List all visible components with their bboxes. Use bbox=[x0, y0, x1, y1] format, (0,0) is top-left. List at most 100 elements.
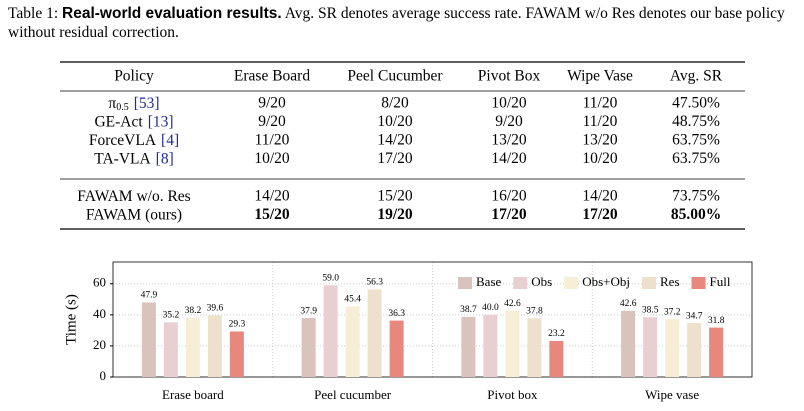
policy-cell: GE-Act [13] bbox=[94, 113, 173, 130]
policy-name: π bbox=[108, 95, 116, 112]
header-cell: Policy bbox=[114, 68, 154, 85]
caption-label: Table 1: bbox=[8, 5, 59, 22]
table-cell: 8/20 bbox=[381, 95, 409, 112]
legend-swatch bbox=[642, 277, 657, 289]
bar bbox=[505, 310, 520, 377]
bar bbox=[461, 316, 476, 377]
bar bbox=[527, 318, 542, 377]
citation: [53] bbox=[134, 95, 160, 112]
value-label: 42.6 bbox=[504, 299, 521, 309]
y-tick-label: 60 bbox=[93, 275, 106, 290]
table-cell: 63.75% bbox=[672, 132, 720, 149]
table-cell: 16/20 bbox=[491, 188, 527, 205]
policy-cell: TA-VLA [8] bbox=[94, 150, 174, 167]
y-axis-label: Time (s) bbox=[63, 294, 79, 345]
value-label: 37.8 bbox=[526, 306, 543, 316]
legend-label: Obs+Obj bbox=[582, 274, 630, 289]
bar bbox=[549, 340, 564, 377]
x-tick-label: Erase board bbox=[162, 387, 224, 402]
caption: Table 1: Real-world evaluation results. … bbox=[8, 4, 798, 42]
table-cell: 10/20 bbox=[582, 150, 618, 167]
table-cell: 11/20 bbox=[583, 113, 618, 130]
legend-swatch bbox=[458, 277, 472, 289]
legend-label: Obs bbox=[531, 274, 552, 289]
value-label: 37.2 bbox=[664, 307, 681, 317]
table-cell: 11/20 bbox=[583, 95, 618, 112]
citation: [8] bbox=[156, 150, 174, 167]
table-cell: 14/20 bbox=[254, 188, 290, 205]
table-cell: 14/20 bbox=[582, 188, 618, 205]
bar bbox=[687, 323, 702, 377]
bar bbox=[185, 317, 200, 377]
table-cell: 11/20 bbox=[255, 132, 290, 149]
value-label: 42.6 bbox=[620, 299, 637, 309]
bar bbox=[665, 319, 680, 377]
value-label: 37.9 bbox=[300, 306, 317, 316]
table-cell: 85.00% bbox=[671, 206, 721, 223]
bar bbox=[229, 331, 244, 377]
table-cell: 9/20 bbox=[495, 113, 523, 130]
y-tick-label: 40 bbox=[93, 306, 106, 321]
policy-subscript: 0.5 bbox=[116, 102, 129, 113]
value-label: 39.6 bbox=[207, 304, 224, 314]
header-cell: Peel Cucumber bbox=[347, 68, 443, 85]
x-tick-label: Pivot box bbox=[487, 387, 538, 402]
policy-cell: ForceVLA [4] bbox=[89, 132, 179, 149]
bar bbox=[709, 327, 724, 377]
bar bbox=[345, 306, 360, 377]
header-cell: Erase Board bbox=[234, 68, 310, 85]
bar bbox=[141, 302, 156, 377]
plot-frame bbox=[112, 261, 753, 378]
value-label: 38.2 bbox=[185, 306, 202, 316]
bar bbox=[389, 320, 404, 377]
value-label: 47.9 bbox=[141, 291, 158, 301]
table-cell: 10/20 bbox=[254, 150, 290, 167]
legend-label: Base bbox=[476, 274, 502, 289]
table-cell: 10/20 bbox=[491, 95, 527, 112]
header-cell: Wipe Vase bbox=[567, 68, 633, 85]
value-label: 38.5 bbox=[642, 305, 659, 315]
table-cell: 17/20 bbox=[377, 150, 413, 167]
bar bbox=[323, 285, 338, 377]
table-cell: 13/20 bbox=[582, 132, 618, 149]
value-label: 35.2 bbox=[163, 310, 180, 320]
policy-name: TA-VLA bbox=[94, 150, 151, 167]
caption-bold: Real-world evaluation results. bbox=[62, 5, 282, 22]
value-label: 45.4 bbox=[344, 295, 361, 305]
x-tick-label: Wipe vase bbox=[645, 387, 699, 402]
table-cell: 63.75% bbox=[672, 150, 720, 167]
table-cell: 17/20 bbox=[491, 206, 527, 223]
table-cell: 9/20 bbox=[258, 113, 286, 130]
caption-text: Avg. SR denotes average success rate. FA… bbox=[8, 5, 785, 41]
value-label: 34.7 bbox=[686, 311, 703, 321]
header-cell: Avg. SR bbox=[670, 68, 723, 85]
bar bbox=[367, 289, 382, 377]
policy-name: FAWAM (ours) bbox=[86, 206, 182, 223]
legend-label: Res bbox=[660, 274, 680, 289]
legend-label: Full bbox=[710, 274, 731, 289]
table-cell: 14/20 bbox=[377, 132, 413, 149]
value-label: 38.7 bbox=[460, 305, 477, 315]
policy-cell: FAWAM (ours) bbox=[86, 206, 182, 223]
y-tick-label: 0 bbox=[100, 368, 107, 383]
table-cell: 73.75% bbox=[672, 188, 720, 205]
table-cell: 47.50% bbox=[672, 95, 720, 112]
legend-swatch bbox=[564, 277, 579, 289]
table-cell: 14/20 bbox=[491, 150, 527, 167]
policy-name: ForceVLA bbox=[89, 132, 157, 149]
table-cell: 10/20 bbox=[377, 113, 413, 130]
table-cell: 48.75% bbox=[672, 113, 720, 130]
policy-name: FAWAM w/o. Res bbox=[77, 188, 190, 205]
table-cell: 19/20 bbox=[377, 206, 413, 223]
legend-swatch bbox=[691, 277, 706, 289]
bar bbox=[643, 317, 658, 377]
value-label: 29.3 bbox=[229, 320, 246, 330]
y-tick-label: 20 bbox=[93, 337, 106, 352]
table-cell: 13/20 bbox=[491, 132, 527, 149]
bar bbox=[483, 314, 498, 377]
citation: [4] bbox=[161, 132, 179, 149]
legend-swatch bbox=[513, 277, 528, 289]
citation: [13] bbox=[148, 113, 174, 130]
bar bbox=[207, 315, 222, 377]
